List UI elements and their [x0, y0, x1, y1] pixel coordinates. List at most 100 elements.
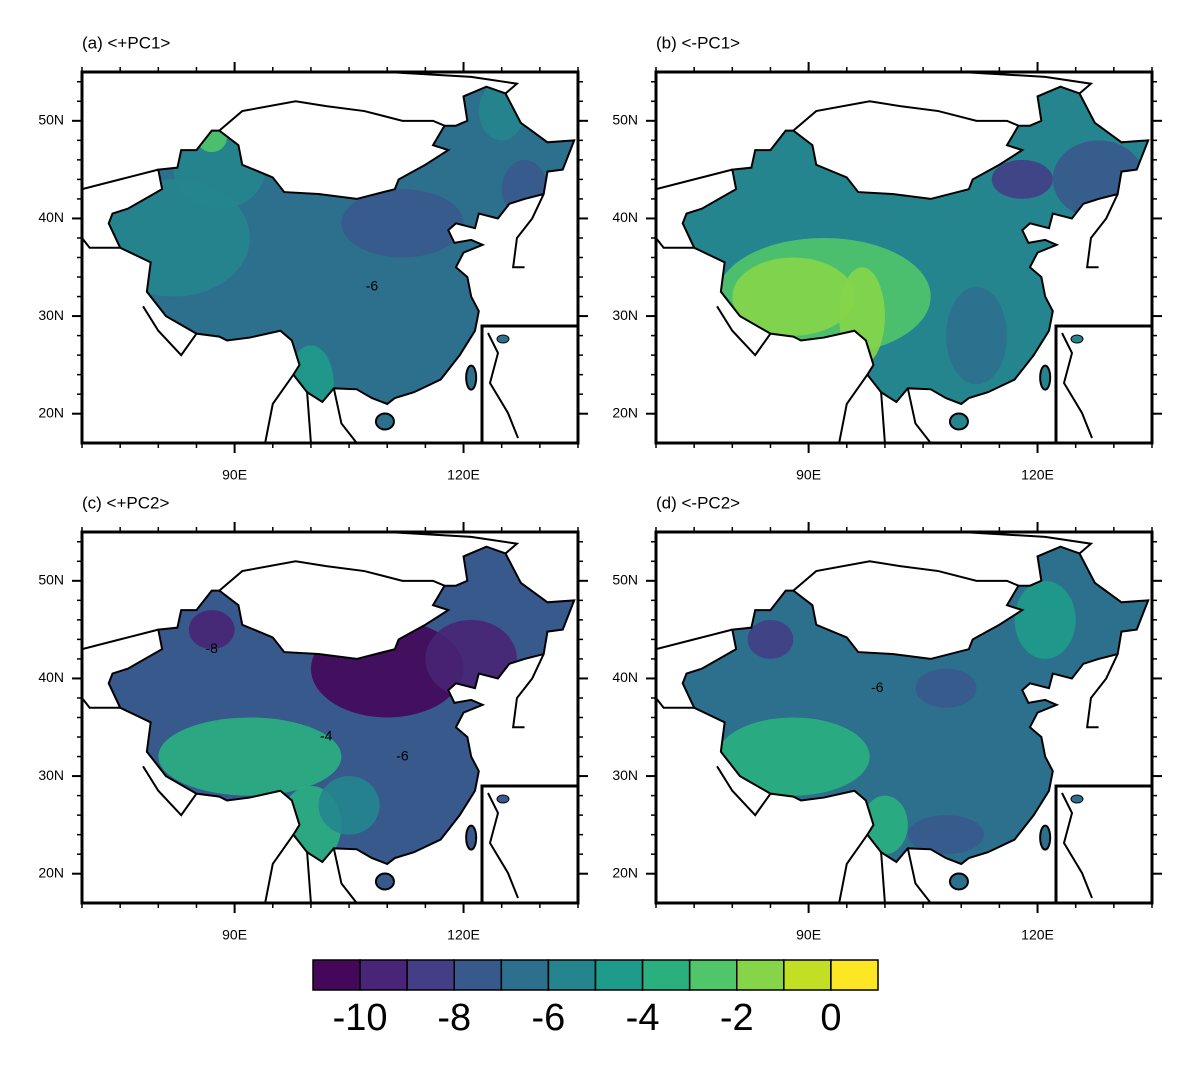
inset-coast [1061, 792, 1093, 899]
y-tick-label: 20N [612, 404, 638, 420]
x-tick-label: 90E [796, 927, 821, 943]
border [656, 697, 695, 709]
border [387, 532, 520, 555]
colorbar-box [359, 959, 408, 991]
border [906, 848, 932, 903]
inset-island [1070, 334, 1084, 344]
inset-box [1054, 784, 1152, 903]
inset-box [480, 324, 578, 443]
y-tick-label: 50N [612, 112, 638, 128]
border [716, 305, 772, 357]
island [374, 872, 395, 891]
y-tick-label: 20N [38, 864, 64, 880]
panel-title: (c) <+PC2> [82, 493, 169, 512]
y-tick-label: 20N [38, 404, 64, 420]
coastline [681, 545, 1150, 866]
contour-region [747, 619, 794, 659]
contour-region [945, 286, 1008, 385]
inset-island [496, 334, 510, 344]
border [511, 653, 545, 729]
border [716, 765, 772, 817]
border [218, 100, 445, 132]
border [961, 72, 1094, 95]
inset-box [480, 784, 578, 903]
y-tick-label: 30N [612, 767, 638, 783]
contour-label: -6 [396, 747, 409, 763]
y-tick-label: 40N [612, 669, 638, 685]
border [264, 374, 295, 443]
y-tick-label: 30N [38, 307, 64, 323]
border [656, 168, 733, 191]
colorbar-box [406, 959, 455, 991]
contour-region [732, 257, 855, 336]
colorbar-box [547, 959, 597, 991]
x-tick-label: 90E [222, 467, 247, 483]
colorbar-label: -2 [720, 997, 754, 1039]
inset-island [496, 794, 510, 804]
x-tick-label: 120E [447, 467, 480, 483]
colorbar-box [641, 959, 691, 991]
border [792, 100, 1019, 132]
x-tick-label: 90E [796, 467, 821, 483]
colorbar-box [500, 959, 550, 991]
y-tick-label: 20N [612, 864, 638, 880]
border [792, 560, 1019, 592]
coastline [107, 85, 576, 406]
colorbar-label: -10 [333, 997, 388, 1039]
contour-region [1014, 580, 1076, 659]
y-tick-label: 50N [612, 572, 638, 588]
inset-coast [1061, 332, 1093, 439]
coastline [107, 545, 576, 866]
border [880, 852, 886, 903]
coastline [681, 85, 1150, 406]
y-tick-label: 50N [38, 112, 64, 128]
island [948, 412, 969, 431]
island [465, 364, 478, 391]
island [465, 824, 478, 851]
map-panel: (c) <+PC2> 90E 120E 20N 30N 40N 50N -8 -4 -6 [38, 493, 588, 943]
border [656, 628, 733, 651]
panel-title: (b) <-PC1> [656, 33, 740, 52]
border [880, 392, 886, 443]
contour-region [318, 776, 380, 835]
panel-title: (a) <+PC1> [82, 33, 170, 52]
colorbar-label: 0 [820, 997, 841, 1039]
island [374, 412, 395, 431]
x-tick-label: 120E [447, 927, 480, 943]
colorbar-label: -4 [626, 997, 660, 1039]
contour-region [478, 86, 525, 141]
border [906, 388, 932, 443]
border [656, 237, 695, 249]
border [306, 392, 312, 443]
island [1039, 824, 1052, 851]
x-tick-label: 120E [1021, 927, 1054, 943]
y-tick-label: 30N [612, 307, 638, 323]
colorbar-box [453, 959, 503, 991]
contour-region [839, 267, 885, 365]
contour-label: -6 [871, 679, 884, 695]
inset-coast [487, 332, 519, 439]
y-tick-label: 30N [38, 767, 64, 783]
contour-region [501, 159, 548, 219]
y-tick-label: 40N [612, 209, 638, 225]
border [142, 765, 198, 817]
colorbar-box [830, 959, 879, 991]
border [332, 848, 358, 903]
contour-label: -4 [320, 728, 333, 744]
island [1039, 364, 1052, 391]
contour-region [188, 610, 235, 650]
contour-region [907, 815, 985, 855]
colorbar-box [783, 959, 832, 991]
contour-region [158, 717, 342, 796]
contour-region [991, 159, 1053, 199]
y-tick-label: 40N [38, 209, 64, 225]
inset-island [1070, 794, 1084, 804]
contour-region [915, 668, 977, 708]
border [387, 72, 520, 95]
border [82, 168, 159, 191]
border [82, 697, 121, 709]
x-tick-label: 120E [1021, 467, 1054, 483]
contour-region [288, 345, 334, 424]
border [306, 852, 312, 903]
